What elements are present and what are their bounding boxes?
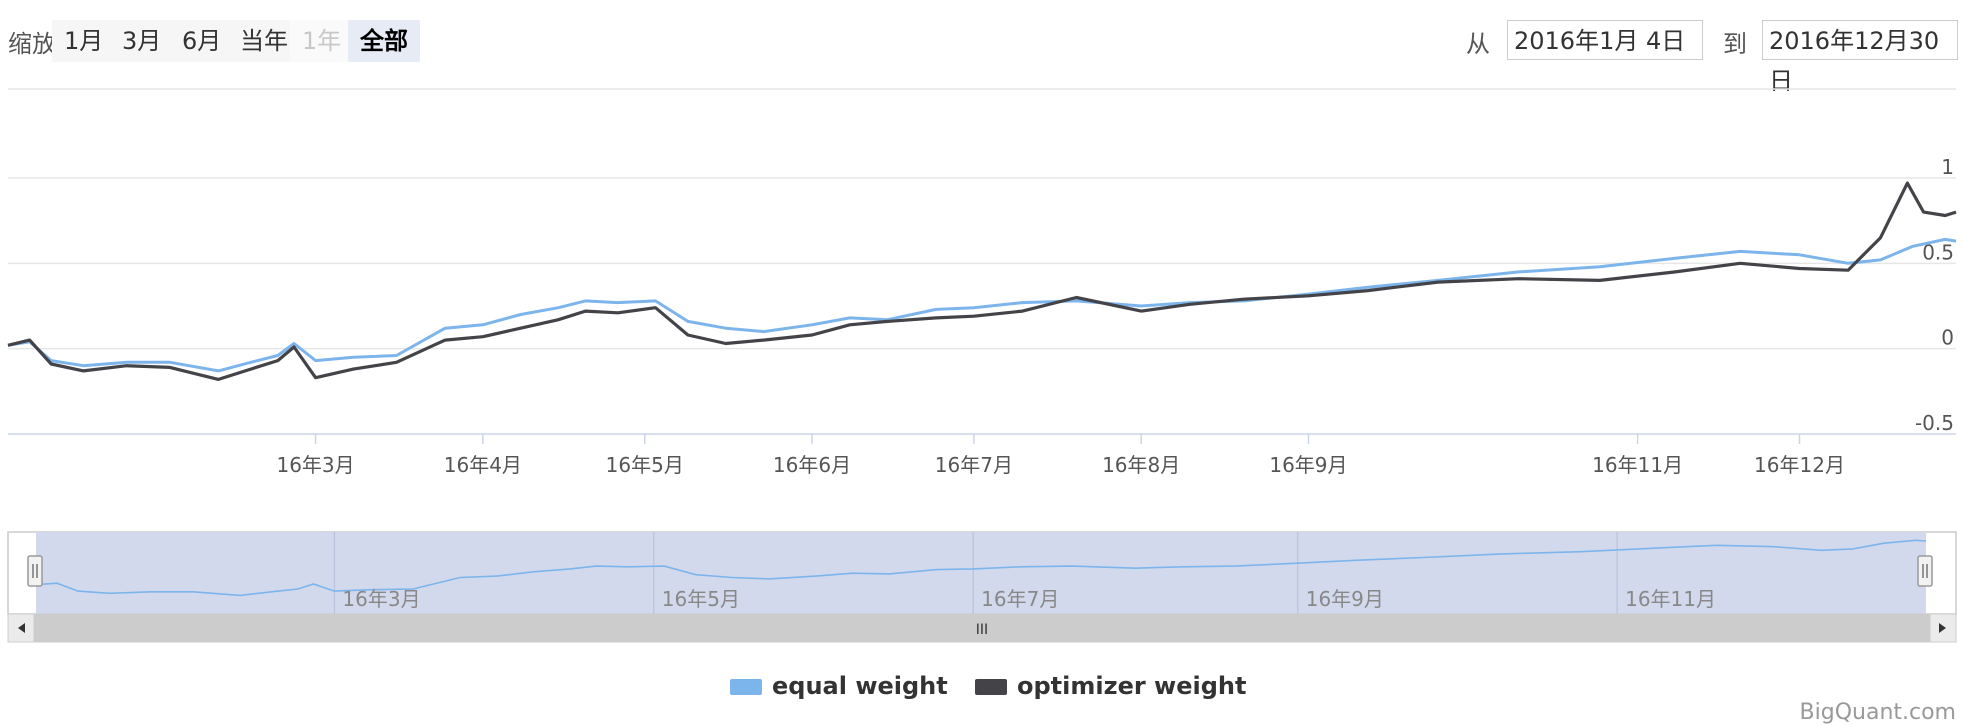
x-tick-label: 16年3月: [276, 453, 354, 477]
from-date-input[interactable]: 2016年1月 4日: [1507, 20, 1703, 60]
right-handle-box[interactable]: [1917, 555, 1933, 587]
navigator[interactable]: 16年3月 16年5月 16年7月 16年9月 16年11月: [7, 531, 1957, 615]
navigator-gridlines: [333, 532, 1618, 614]
x-axis: 16年3月 16年4月 16年5月 16年6月 16年7月 16年8月 16年9月 16年11…: [276, 434, 1845, 477]
navigator-selected-range[interactable]: [36, 532, 1926, 614]
x-tick-label: 16年5月: [606, 453, 684, 477]
navigator-tick-label: 16年11月: [1625, 587, 1716, 611]
scrollbar[interactable]: III: [7, 613, 1957, 643]
x-tick-label: 16年9月: [1269, 453, 1347, 477]
zoom-all-button[interactable]: 全部: [348, 20, 420, 62]
to-date-input[interactable]: 2016年12月30日: [1762, 20, 1958, 95]
navigator-left-handle[interactable]: [27, 555, 43, 587]
series-line-equal-weight[interactable]: [7, 237, 1957, 373]
from-label: 从: [1466, 30, 1490, 58]
zoom-6m-button[interactable]: 6月: [170, 20, 234, 62]
left-handle-box[interactable]: [27, 555, 43, 587]
y-axis: 10.50-0.5: [1915, 155, 1954, 435]
zoom-3m-button[interactable]: 3月: [110, 20, 174, 62]
zoom-1y-button[interactable]: 1年: [290, 20, 354, 62]
legend-item-equal-weight[interactable]: equal weight: [730, 672, 948, 700]
x-tick-label: 16年7月: [935, 453, 1013, 477]
y-tick-label: 1: [1941, 155, 1954, 179]
to-label: 到: [1723, 30, 1747, 58]
navigator-labels: 16年3月 16年5月 16年7月 16年9月 16年11月: [342, 587, 1716, 611]
zoom-label: 缩放: [8, 30, 56, 58]
series-lines: [7, 181, 1957, 381]
zoom-1m-button[interactable]: 1月: [52, 20, 116, 62]
navigator-tick-label: 16年3月: [342, 587, 420, 611]
navigator-tick-label: 16年9月: [1306, 587, 1384, 611]
scroll-right-button[interactable]: [1929, 613, 1957, 643]
y-tick-label: -0.5: [1915, 411, 1954, 435]
scrollbar-grip: III: [976, 622, 988, 638]
arrow-left-icon: [18, 623, 25, 633]
legend-swatch: [975, 679, 1007, 695]
navigator-tick-label: 16年5月: [662, 587, 740, 611]
x-tick-label: 16年6月: [773, 453, 851, 477]
x-tick-label: 16年12月: [1754, 453, 1845, 477]
legend-label: equal weight: [772, 672, 948, 700]
arrow-right-icon: [1939, 623, 1946, 633]
y-tick-label: 0: [1941, 326, 1954, 350]
x-tick-label: 16年4月: [444, 453, 522, 477]
scrollbar-thumb[interactable]: [34, 614, 1930, 642]
navigator-series: [35, 539, 1927, 597]
legend-label: optimizer weight: [1017, 672, 1247, 700]
credit-link[interactable]: BigQuant.com: [1799, 700, 1956, 725]
zoom-ytd-button[interactable]: 当年: [228, 20, 300, 62]
x-tick-label: 16年11月: [1592, 453, 1683, 477]
series-line-optimizer-weight[interactable]: [7, 181, 1957, 381]
range-selector-toolbar: 缩放 1月 3月 6月 当年 1年 全部 从 2016年1月 4日 到 2016…: [0, 0, 1964, 95]
legend-item-optimizer-weight[interactable]: optimizer weight: [975, 672, 1246, 700]
navigator-right-handle[interactable]: [1917, 555, 1933, 587]
legend-swatch: [730, 679, 762, 695]
x-tick-label: 16年8月: [1102, 453, 1180, 477]
navigator-tick-label: 16年7月: [981, 587, 1059, 611]
